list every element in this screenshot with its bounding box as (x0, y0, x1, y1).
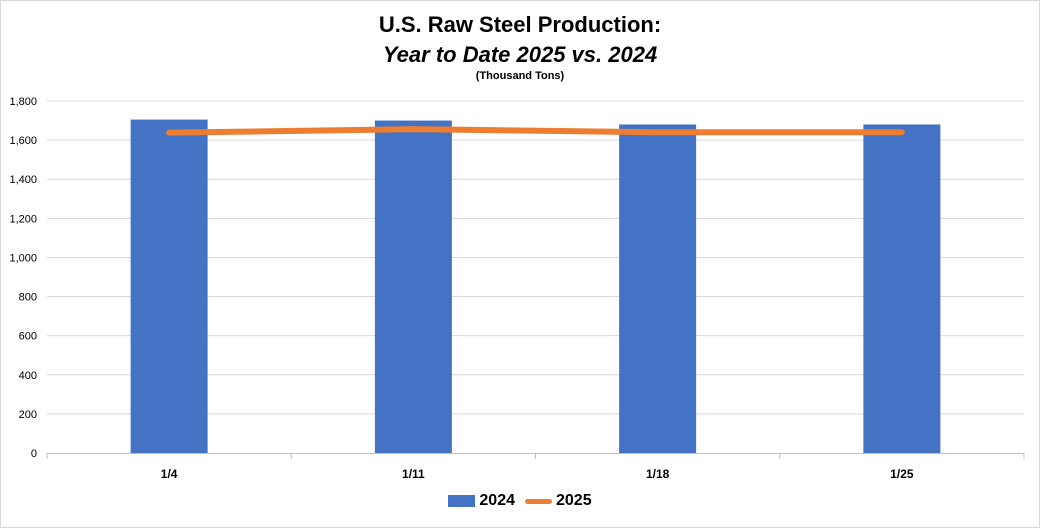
bar-2024 (863, 124, 941, 453)
y-tick-label: 400 (19, 370, 37, 382)
x-tick-label: 1/18 (646, 467, 670, 481)
chart-title: U.S. Raw Steel Production: (378, 12, 662, 37)
bar-2024 (130, 119, 208, 454)
x-tick-label: 1/25 (890, 467, 914, 481)
y-tick-label: 600 (19, 331, 37, 343)
chart-subtitle: Year to Date 2025 vs. 2024 (382, 42, 658, 67)
x-tick-label: 1/4 (161, 467, 178, 481)
y-tick-label: 1,800 (9, 96, 37, 108)
legend-item-2024: 2024 (448, 492, 515, 510)
chart-unit-note: (Thousand Tons) (475, 70, 565, 82)
point-2025 (901, 131, 903, 133)
legend-item-2025: 2025 (525, 492, 592, 510)
legend-label-2025: 2025 (556, 492, 592, 509)
legend-swatch-2025 (525, 498, 552, 504)
y-tick-label: 1,600 (9, 135, 37, 147)
x-tick-label: 1/11 (402, 467, 425, 481)
point-2025 (412, 128, 414, 130)
legend-swatch-2024 (448, 495, 476, 507)
y-tick-label: 0 (31, 448, 37, 460)
y-tick-label: 1,200 (9, 213, 37, 225)
y-tick-label: 1,000 (9, 252, 37, 264)
legend: 2024 2025 (0, 492, 1040, 510)
bar-2024 (619, 124, 697, 453)
bar-2024 (374, 120, 452, 454)
legend-label-2024: 2024 (479, 492, 515, 509)
point-2025 (168, 132, 170, 134)
y-tick-label: 1,400 (9, 174, 37, 186)
y-tick-label: 200 (19, 409, 37, 421)
line-2025 (166, 126, 905, 136)
point-2025 (657, 131, 659, 133)
y-tick-label: 800 (19, 292, 37, 304)
